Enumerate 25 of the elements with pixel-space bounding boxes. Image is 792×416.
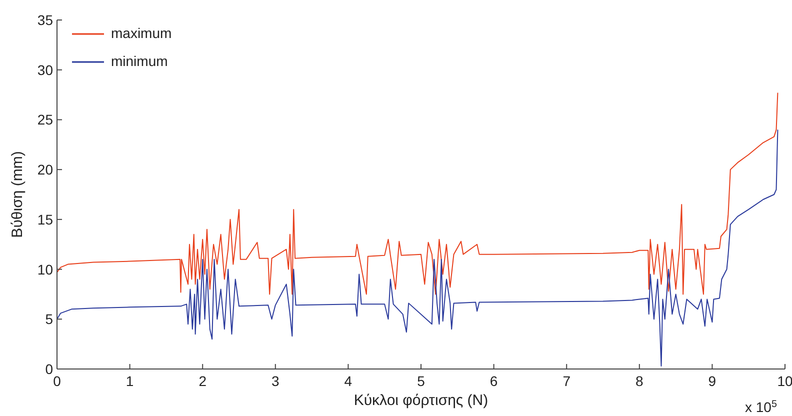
x-axis-title: Κύκλοι φόρτισης (N) xyxy=(354,392,488,409)
x-tick-label: 6 xyxy=(490,373,498,389)
line-series xyxy=(56,129,778,367)
y-tick-label: 0 xyxy=(45,361,54,377)
x-tick-label: 10 xyxy=(777,373,792,389)
x-tick-label: 5 xyxy=(417,373,426,389)
y-tick-label: 15 xyxy=(37,211,54,228)
y-tick-label: 35 xyxy=(37,12,54,28)
x-tick-label: 3 xyxy=(272,373,280,389)
x-tick-label: 9 xyxy=(708,373,716,389)
legend-label: maximum xyxy=(111,25,172,41)
y-tick-label: 5 xyxy=(45,311,54,328)
x-tick-label: 1 xyxy=(126,373,134,389)
x-tick-label: 7 xyxy=(562,373,571,389)
y-tick-label: 25 xyxy=(37,112,54,128)
y-tick-label: 30 xyxy=(37,62,54,78)
line-series xyxy=(56,92,778,295)
y-tick-label: 20 xyxy=(37,162,54,178)
x-tick-label: 8 xyxy=(636,373,644,389)
legend-label: minimum xyxy=(111,53,168,69)
y-axis-title: Βύθιση (mm) xyxy=(9,151,26,238)
y-tick-label: 10 xyxy=(37,261,54,278)
x-tick-label: 2 xyxy=(198,373,207,389)
x-tick-label: 4 xyxy=(344,373,352,389)
text: x 10$^{5}$ xyxy=(745,398,778,415)
